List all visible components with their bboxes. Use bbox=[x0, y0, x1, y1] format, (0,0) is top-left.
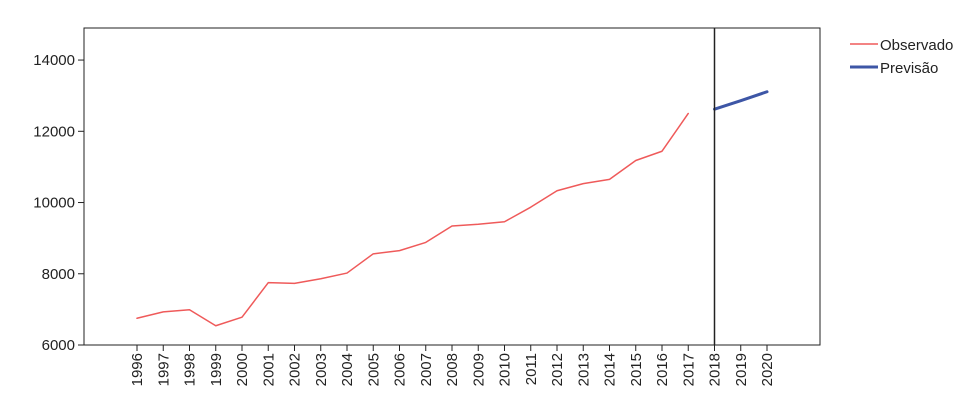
x-tick-label: 2015 bbox=[628, 353, 645, 386]
x-tick-label: 2004 bbox=[339, 353, 356, 386]
x-tick-label: 2016 bbox=[654, 353, 671, 386]
plot-area bbox=[83, 27, 821, 346]
x-tick-label: 1997 bbox=[155, 353, 172, 386]
y-tick-label: 10000 bbox=[33, 195, 75, 212]
x-tick-label: 2009 bbox=[470, 353, 487, 386]
y-tick-label: 12000 bbox=[33, 123, 75, 140]
x-tick-label: 1998 bbox=[182, 353, 199, 386]
x-tick-label: 2013 bbox=[575, 353, 592, 386]
legend: Observado Previsão bbox=[850, 37, 953, 77]
y-axis: 6000 8000 10000 12000 14000 bbox=[33, 52, 84, 354]
x-tick-label: 2006 bbox=[392, 353, 409, 386]
x-tick-label: 2017 bbox=[680, 353, 697, 386]
x-tick-label: 2020 bbox=[759, 353, 776, 386]
x-tick-label: 2012 bbox=[549, 353, 566, 386]
x-tick-label: 2003 bbox=[313, 353, 330, 386]
x-tick-label: 2002 bbox=[287, 353, 304, 386]
x-tick-label: 2001 bbox=[260, 353, 277, 386]
x-tick-label: 2000 bbox=[234, 353, 251, 386]
x-axis: 1996 1997 1998 1999 2000 2001 2002 2003 2004 2005… bbox=[129, 345, 776, 386]
legend-item-observado: Observado bbox=[850, 37, 953, 54]
x-tick-label: 2005 bbox=[365, 353, 382, 386]
x-tick-label: 2010 bbox=[497, 353, 514, 386]
series-line-observado bbox=[136, 112, 689, 327]
y-tick-label: 8000 bbox=[42, 266, 75, 283]
series-layer bbox=[136, 90, 769, 327]
x-tick-label: 2007 bbox=[418, 353, 435, 386]
legend-label-previsao: Previsão bbox=[880, 60, 938, 77]
y-tick-label: 6000 bbox=[42, 337, 75, 354]
x-tick-label: 2014 bbox=[602, 353, 619, 386]
x-tick-label: 2018 bbox=[707, 353, 724, 386]
x-tick-label: 1999 bbox=[208, 353, 225, 386]
legend-label-observado: Observado bbox=[880, 37, 953, 54]
x-tick-label: 1996 bbox=[129, 353, 146, 386]
x-tick-label: 2011 bbox=[523, 353, 540, 385]
series-line-previsao bbox=[713, 90, 769, 111]
x-tick-label: 2019 bbox=[733, 353, 750, 386]
x-tick-label: 2008 bbox=[444, 353, 461, 386]
legend-item-previsao: Previsão bbox=[850, 60, 938, 77]
y-tick-label: 14000 bbox=[33, 52, 75, 69]
